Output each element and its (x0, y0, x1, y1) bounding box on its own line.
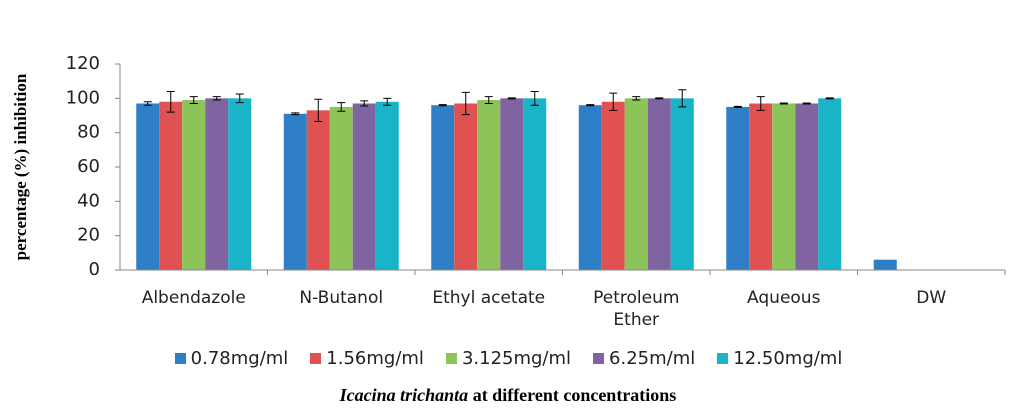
bar (283, 113, 307, 271)
bar (749, 103, 773, 270)
y-tick-label: 40 (77, 190, 100, 211)
bar (431, 105, 455, 270)
error-bar (632, 96, 641, 101)
error-bar (461, 91, 470, 116)
error-bar (530, 90, 539, 106)
error-bar (802, 102, 811, 105)
bar (352, 103, 376, 270)
legend-swatch (174, 353, 186, 364)
bar (726, 106, 750, 271)
y-axis-label: percentage (%) inhibition (11, 73, 30, 260)
bar (795, 103, 819, 270)
bar (624, 98, 648, 270)
bar (523, 98, 547, 270)
bar (454, 103, 478, 270)
x-tick-label: Ethyl acetate (432, 288, 546, 308)
bar (578, 105, 602, 270)
x-tick-label: Aqueous (747, 288, 821, 308)
error-bar (756, 96, 765, 111)
error-bar (360, 100, 369, 107)
legend-label: 6.25m/ml (609, 348, 696, 369)
legend-swatch (445, 353, 457, 364)
x-axis-label: Icacina trichanta at different concentra… (339, 385, 677, 405)
y-tick-label: 20 (77, 225, 100, 246)
error-bar (166, 90, 175, 113)
bar (159, 101, 183, 271)
error-bar (678, 89, 687, 108)
y-tick-label: 120 (66, 53, 100, 74)
legend-item: 0.78mg/ml (174, 348, 289, 369)
y-tick-label: 100 (66, 87, 100, 108)
error-bar (507, 97, 516, 100)
bar (228, 98, 252, 270)
bar (873, 259, 897, 270)
x-tick-label: N-Butanol (299, 288, 384, 308)
error-bar (779, 102, 788, 105)
bar (182, 100, 206, 270)
error-bar (235, 93, 244, 104)
bar (205, 98, 229, 270)
bar (329, 106, 353, 271)
legend-item: 12.50mg/ml (717, 348, 842, 369)
bar (601, 101, 625, 271)
x-axis-label-rest: at different concentrations (473, 385, 677, 405)
bar (306, 110, 330, 270)
y-tick-label: 80 (77, 122, 100, 143)
error-bar (314, 98, 323, 123)
error-bar (655, 97, 664, 100)
y-tick-label: 0 (89, 259, 100, 280)
bar (136, 103, 160, 270)
legend-item: 3.125mg/ml (445, 348, 572, 369)
legend-label: 3.125mg/ml (461, 348, 572, 369)
legend: 0.78mg/ml 1.56mg/ml 3.125mg/ml 6.25m/ml 12.5… (0, 348, 1017, 369)
error-bar (337, 102, 346, 112)
error-bar (212, 96, 221, 101)
bar (818, 98, 842, 270)
legend-label: 1.56mg/ml (326, 348, 424, 369)
x-tick-label: Petroleum Ether (593, 288, 680, 330)
bar (375, 101, 399, 271)
x-tick-label: DW (916, 288, 947, 308)
error-bar (733, 105, 742, 108)
bar (647, 98, 671, 270)
legend-label: 0.78mg/ml (190, 348, 289, 369)
error-bar (291, 112, 300, 116)
legend-swatch (593, 353, 605, 364)
error-bar (143, 101, 152, 106)
error-bar (484, 96, 493, 104)
error-bar (586, 104, 595, 107)
bar (500, 98, 524, 270)
legend-swatch (310, 353, 322, 364)
x-axis-label-italic: Icacina trichanta (339, 385, 469, 405)
x-tick-label: Albendazole (141, 288, 246, 308)
bar (477, 100, 501, 270)
bar (670, 98, 694, 270)
error-bar (189, 96, 198, 104)
error-bar (609, 92, 618, 111)
error-bar (438, 104, 447, 107)
legend-label: 12.50mg/ml (733, 348, 843, 369)
bar (772, 103, 796, 270)
legend-item: 6.25m/ml (593, 348, 695, 369)
y-tick-label: 60 (77, 156, 100, 177)
error-bar (383, 97, 392, 106)
legend-item: 1.56mg/ml (310, 348, 424, 369)
error-bar (825, 97, 834, 100)
legend-swatch (717, 353, 729, 364)
